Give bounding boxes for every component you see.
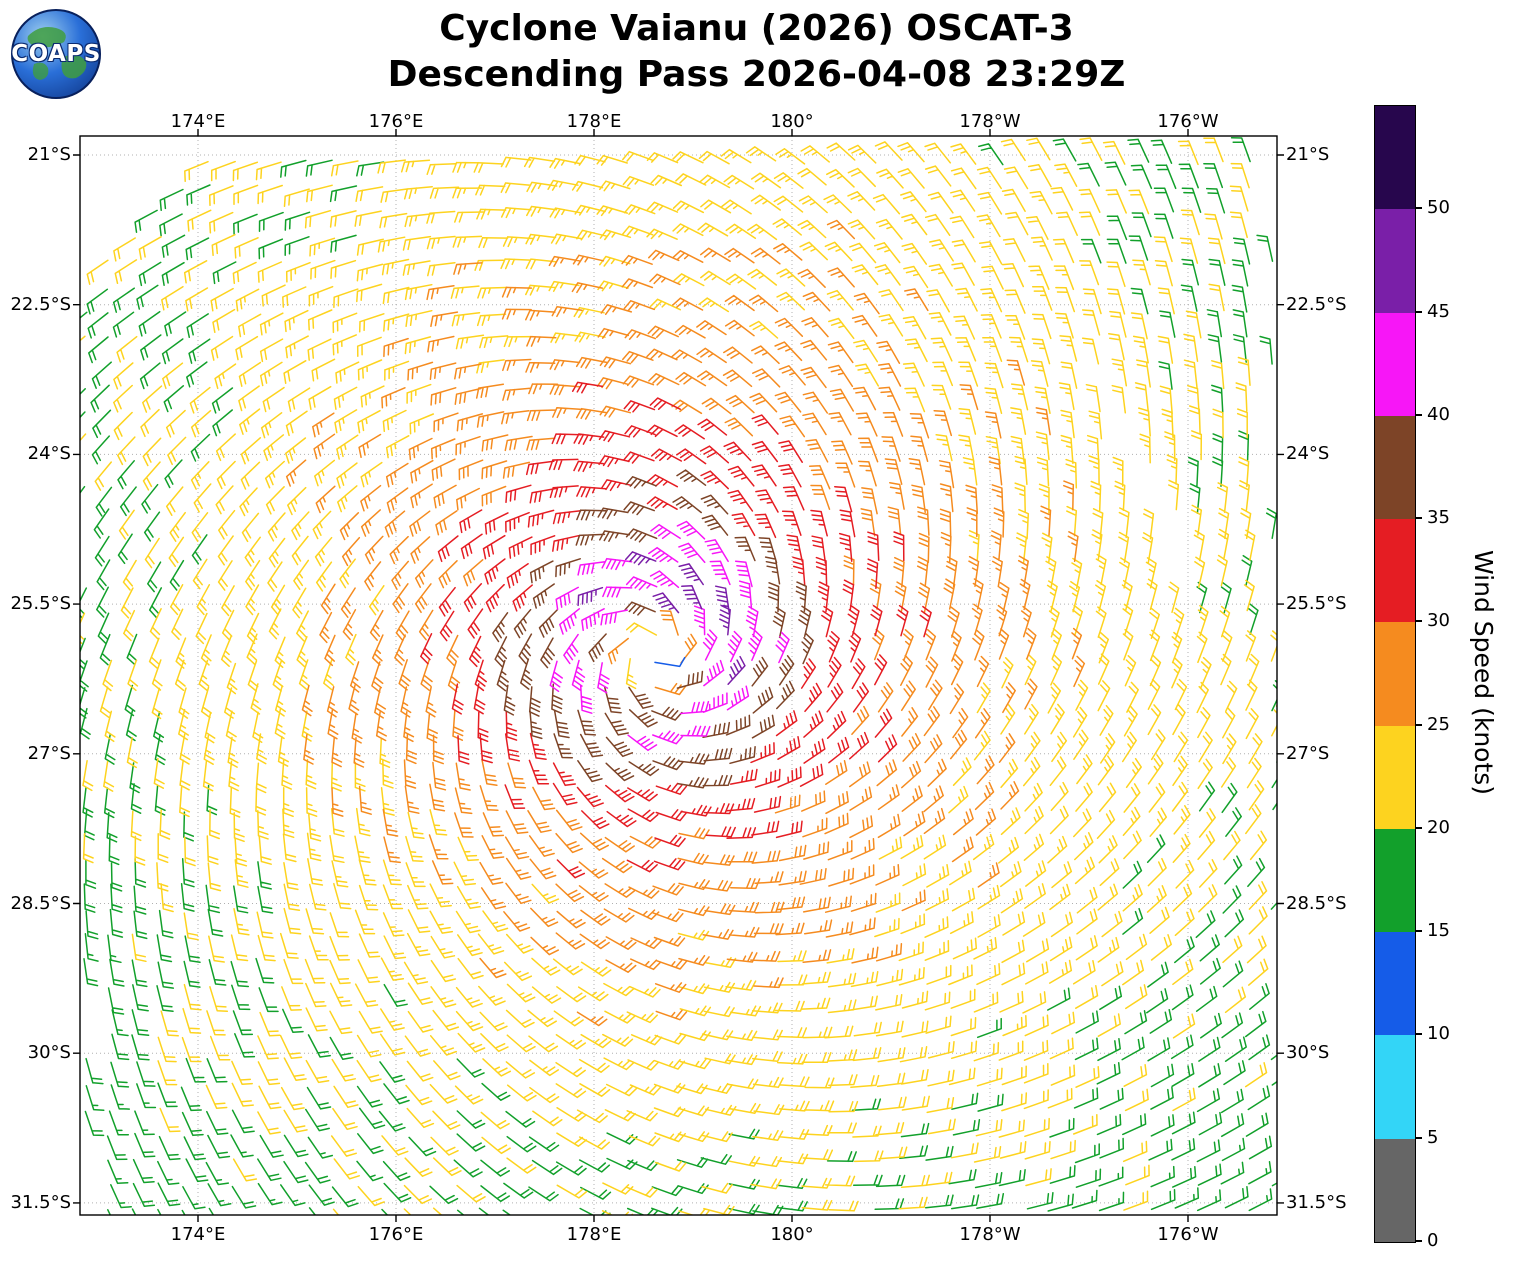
colorbar-tick bbox=[1416, 723, 1422, 726]
y-tick-label-right: 22.5°S bbox=[1286, 293, 1347, 315]
colorbar-tick-label: 40 bbox=[1427, 403, 1450, 425]
coaps-logo: COAPS bbox=[10, 8, 102, 100]
colorbar-label: Wind Speed (knots) bbox=[1469, 550, 1498, 796]
colorbar-tick bbox=[1416, 1240, 1422, 1242]
y-tick-label-left: 22.5°S bbox=[10, 293, 71, 315]
colorbar-tick-label: 10 bbox=[1427, 1023, 1450, 1045]
x-tick-label-top: 176°E bbox=[368, 111, 424, 132]
colorbar-tick bbox=[1416, 517, 1422, 520]
y-tick-label-right: 25.5°S bbox=[1286, 593, 1347, 615]
colorbar-tick bbox=[1416, 1136, 1422, 1139]
y-tick-label-left: 24°S bbox=[27, 443, 71, 465]
title-line-2: Descending Pass 2026-04-08 23:29Z bbox=[387, 54, 1126, 96]
y-tick-label-left: 31.5°S bbox=[10, 1191, 71, 1213]
y-tick-label-right: 27°S bbox=[1286, 742, 1330, 764]
colorbar-segment bbox=[1375, 828, 1415, 933]
y-tick-label-right: 31.5°S bbox=[1286, 1191, 1347, 1213]
colorbar-tick bbox=[1416, 310, 1422, 313]
x-tick-label-bottom: 176°E bbox=[368, 1224, 424, 1245]
colorbar-segment bbox=[1375, 106, 1415, 210]
title-line-1: Cyclone Vaianu (2026) OSCAT-3 bbox=[439, 8, 1074, 49]
colorbar bbox=[1374, 105, 1416, 1243]
colorbar-tick-label: 30 bbox=[1427, 610, 1450, 632]
colorbar-tick bbox=[1416, 413, 1422, 416]
y-tick-label-right: 30°S bbox=[1286, 1042, 1330, 1064]
colorbar-segment bbox=[1375, 415, 1415, 520]
colorbar-tick-label: 0 bbox=[1427, 1230, 1439, 1251]
y-tick-label-left: 30°S bbox=[27, 1042, 71, 1064]
colorbar-segment bbox=[1375, 932, 1415, 1036]
colorbar-tick-label: 35 bbox=[1427, 507, 1450, 529]
colorbar-tick-label: 45 bbox=[1427, 300, 1450, 322]
x-tick-label-top: 176°W bbox=[1157, 111, 1219, 132]
x-tick-label-top: 174°E bbox=[170, 111, 226, 132]
globe-icon bbox=[11, 9, 101, 99]
y-tick-label-right: 21°S bbox=[1286, 144, 1330, 165]
y-tick-label-left: 27°S bbox=[27, 742, 71, 764]
colorbar-segment bbox=[1375, 209, 1415, 313]
wind-barb-field bbox=[80, 137, 1277, 1215]
y-tick-label-left: 21°S bbox=[27, 144, 71, 165]
colorbar-tick bbox=[1416, 826, 1422, 829]
y-tick-label-left: 28.5°S bbox=[10, 892, 71, 914]
y-tick-label-right: 28.5°S bbox=[1286, 892, 1347, 914]
x-tick-label-bottom: 180° bbox=[770, 1224, 814, 1245]
axis-ticks bbox=[73, 129, 1284, 1222]
colorbar-tick-label: 20 bbox=[1427, 816, 1450, 838]
plot-frame bbox=[79, 135, 1278, 1216]
colorbar-tick-label: 15 bbox=[1427, 920, 1450, 942]
x-tick-label-bottom: 174°E bbox=[170, 1224, 226, 1245]
x-tick-label-bottom: 178°W bbox=[959, 1224, 1021, 1245]
y-tick-label-left: 25.5°S bbox=[10, 593, 71, 615]
colorbar-segment bbox=[1375, 725, 1415, 829]
colorbar-tick bbox=[1416, 207, 1422, 210]
colorbar-segment bbox=[1375, 1035, 1415, 1139]
x-tick-label-top: 178°E bbox=[566, 111, 622, 132]
colorbar-tick-label: 5 bbox=[1427, 1126, 1439, 1148]
chart-title: Cyclone Vaianu (2026) OSCAT-3 Descending… bbox=[0, 6, 1513, 98]
colorbar-tick bbox=[1416, 930, 1422, 933]
y-tick-label-right: 24°S bbox=[1286, 443, 1330, 465]
colorbar-tick bbox=[1416, 1033, 1422, 1036]
colorbar-segment bbox=[1375, 312, 1415, 416]
colorbar-tick-label: 50 bbox=[1427, 197, 1450, 219]
colorbar-segment bbox=[1375, 519, 1415, 623]
x-tick-label-top: 178°W bbox=[959, 111, 1021, 132]
colorbar-tick bbox=[1416, 620, 1422, 623]
colorbar-tick-label: 25 bbox=[1427, 713, 1450, 735]
x-tick-label-bottom: 178°E bbox=[566, 1224, 622, 1245]
colorbar-segment bbox=[1375, 622, 1415, 726]
coaps-logo-text: COAPS bbox=[11, 41, 101, 67]
colorbar-segment bbox=[1375, 1138, 1415, 1242]
x-tick-label-bottom: 176°W bbox=[1157, 1224, 1219, 1245]
x-tick-label-top: 180° bbox=[770, 111, 814, 132]
